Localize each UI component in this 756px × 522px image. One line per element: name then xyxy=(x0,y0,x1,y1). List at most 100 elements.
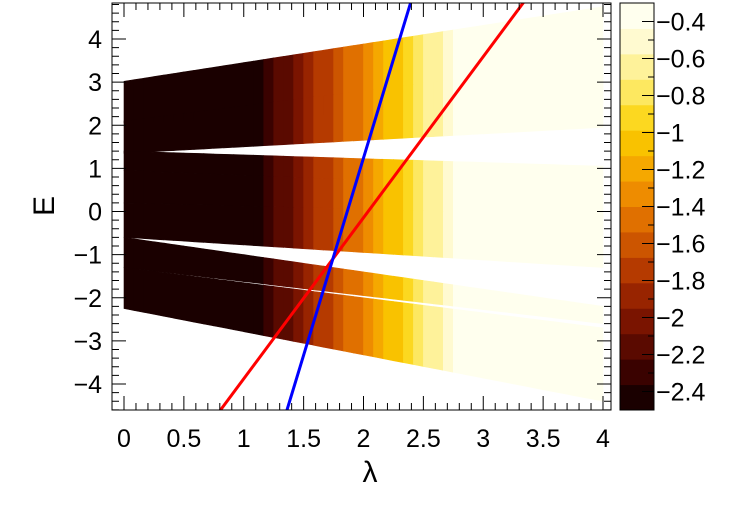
band-cell xyxy=(572,323,584,398)
band-cell xyxy=(353,296,364,356)
band-cell xyxy=(472,161,484,186)
band-cell xyxy=(373,272,384,299)
colorbar-step xyxy=(620,359,654,386)
band-cell xyxy=(283,206,294,249)
band-cell xyxy=(293,261,304,289)
x-tick-label: 1 xyxy=(237,425,251,453)
band-cell xyxy=(512,316,524,387)
band-cell xyxy=(123,202,135,239)
band-cell xyxy=(343,91,354,142)
band-cell xyxy=(413,181,424,212)
band-cell xyxy=(253,102,265,147)
band-cell xyxy=(532,295,544,317)
band-cell xyxy=(492,162,504,187)
band-cell xyxy=(502,291,514,314)
band-cell xyxy=(153,203,165,241)
band-cell xyxy=(552,187,564,216)
band-cell xyxy=(582,188,594,216)
band-cell xyxy=(243,104,254,148)
band-cell xyxy=(353,270,364,296)
band-cell xyxy=(273,206,285,248)
colorbar-step xyxy=(620,333,654,360)
colorbar-step xyxy=(620,130,654,157)
band-cell xyxy=(462,183,474,213)
band-cell xyxy=(293,177,304,209)
band-cell xyxy=(223,251,235,281)
band-cell xyxy=(403,277,414,302)
band-cell xyxy=(462,211,474,260)
band-cell xyxy=(223,174,235,207)
y-tick-label: 3 xyxy=(88,69,102,97)
band-cell xyxy=(423,304,434,369)
band-cell xyxy=(492,185,504,214)
band-cell xyxy=(263,257,275,286)
colorbar-tick-label: −0.4 xyxy=(656,9,705,37)
band-cell xyxy=(283,260,294,288)
band-cell xyxy=(213,153,225,175)
colorbar-step xyxy=(620,308,654,335)
band-cell xyxy=(163,171,175,205)
band-cell xyxy=(452,211,464,260)
band-cell xyxy=(452,308,464,375)
band-cell xyxy=(213,173,225,206)
y-tick-label: 0 xyxy=(88,199,102,227)
x-axis: 0 0.5 1 1.5 2 2.5 3 3.5 4 xyxy=(111,3,610,453)
band-cell xyxy=(413,159,424,184)
band-cell xyxy=(462,309,474,377)
band-cell xyxy=(283,99,294,146)
band-cell xyxy=(462,285,474,309)
band-cell xyxy=(433,80,444,137)
band-cell xyxy=(313,156,324,179)
band-cell xyxy=(203,109,215,150)
band-cell xyxy=(512,213,524,263)
band-cell xyxy=(592,326,604,402)
band-cell xyxy=(313,95,324,144)
band-cell xyxy=(143,269,155,315)
colorbar-tick-label: −1.8 xyxy=(656,268,705,296)
band-cell xyxy=(183,204,195,243)
band-cell xyxy=(562,300,574,321)
band-cell xyxy=(522,317,534,389)
band-cell xyxy=(452,183,464,213)
band-cell xyxy=(173,273,185,321)
band-cell xyxy=(143,76,155,123)
band-cell xyxy=(542,297,554,319)
band-cell xyxy=(293,207,304,250)
band-cell xyxy=(423,280,434,305)
band-cell xyxy=(413,82,424,138)
band-cell xyxy=(502,71,514,134)
band-cell xyxy=(293,97,304,145)
band-cell xyxy=(273,258,285,287)
band-cell xyxy=(383,274,394,300)
band-cell xyxy=(582,325,594,400)
series-line-0 xyxy=(218,3,525,410)
x-tick-label: 0 xyxy=(117,425,131,453)
band-cell xyxy=(163,114,175,152)
band-cell xyxy=(472,211,484,261)
band-cell xyxy=(502,162,514,187)
band-cell xyxy=(423,210,434,258)
y-tick-label: 2 xyxy=(88,112,102,140)
band-cell xyxy=(433,281,444,306)
band-cell xyxy=(133,170,145,204)
band-cell xyxy=(303,177,314,209)
band-cell xyxy=(203,173,215,206)
band-cell xyxy=(153,151,165,173)
band-cell xyxy=(193,110,205,150)
band-cell xyxy=(542,320,554,392)
band-cell xyxy=(482,184,494,214)
band-cell xyxy=(423,182,434,212)
band-cell xyxy=(143,239,155,272)
x-tick-label: 3 xyxy=(476,425,490,453)
band-cell xyxy=(223,106,235,149)
band-cell xyxy=(532,163,544,188)
band-cell xyxy=(552,65,564,131)
band-cell xyxy=(203,204,215,244)
band-cell xyxy=(472,311,484,379)
band-cell xyxy=(123,267,135,311)
band-cell xyxy=(153,74,165,123)
band-cell xyxy=(582,303,594,323)
band-cell xyxy=(193,276,205,325)
band-cell xyxy=(433,210,444,258)
